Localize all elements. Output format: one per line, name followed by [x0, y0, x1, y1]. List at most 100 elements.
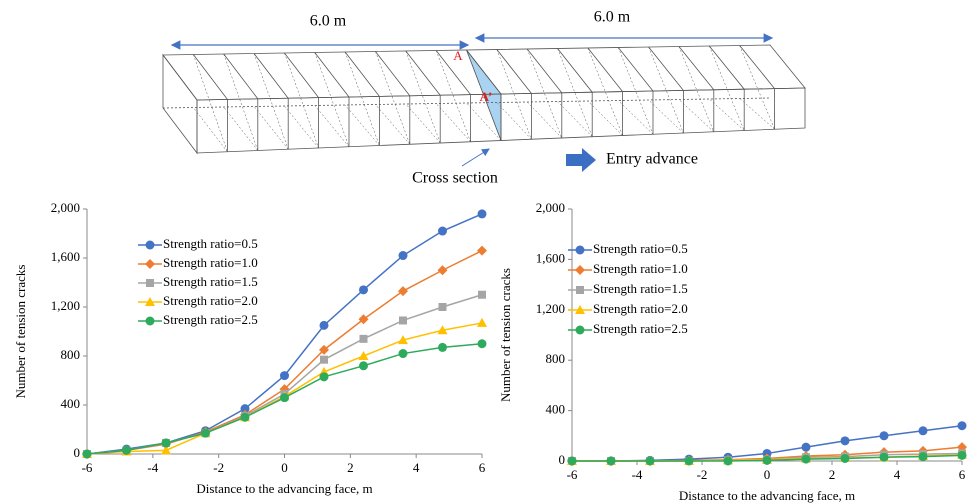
marker: [576, 286, 584, 294]
annotation: Entry advance: [606, 151, 698, 168]
slice-hidden: [253, 106, 289, 150]
marker: [918, 452, 928, 462]
slice-diagonal: [709, 45, 745, 131]
slice-diagonal: [435, 50, 471, 142]
marker: [762, 448, 772, 458]
legend-label: Strength ratio=0.5: [163, 236, 258, 251]
marker: [359, 334, 368, 343]
point-label: A: [453, 48, 463, 63]
legend-label: Strength ratio=2.5: [163, 312, 258, 327]
marker: [840, 453, 850, 463]
marker: [145, 259, 155, 269]
marker: [438, 303, 447, 311]
marker: [438, 226, 447, 236]
slice-hidden: [193, 107, 228, 152]
slice-hidden: [375, 104, 410, 145]
x-axis-title: Distance to the advancing face, m: [679, 488, 855, 503]
marker: [358, 351, 369, 360]
marker: [201, 428, 210, 438]
slice-hidden: [557, 101, 593, 137]
slice-diagonal: [496, 49, 532, 140]
hidden-edge: [162, 97, 771, 109]
slice-hidden: [405, 103, 441, 144]
marker: [957, 421, 967, 431]
slice-hidden: [527, 101, 562, 139]
slice-line: [405, 50, 441, 143]
x-tick-label: 0: [764, 467, 771, 482]
entry-model: [162, 44, 806, 155]
dimension-label: 6.0 m: [594, 9, 631, 26]
marker: [918, 426, 928, 436]
slice-diagonal: [405, 50, 441, 144]
slice-diagonal: [193, 54, 228, 152]
slice-line: [466, 49, 502, 141]
marker: [82, 449, 92, 459]
slice-line: [587, 47, 623, 136]
y-tick-label: 1,200: [51, 298, 80, 313]
slice-line: [223, 53, 259, 151]
legend-label: Strength ratio=2.0: [163, 293, 258, 308]
advance-arrow: [566, 148, 596, 172]
marker: [575, 325, 585, 335]
y-tick-label: 0: [74, 445, 81, 460]
x-tick-label: 0: [281, 460, 288, 475]
marker: [575, 245, 585, 255]
slice-line: [526, 48, 563, 138]
slice-line: [739, 45, 775, 130]
y-tick-label: 0: [559, 452, 566, 467]
marker: [399, 316, 407, 325]
slice-line: [708, 45, 745, 131]
marker: [575, 305, 585, 314]
annotation: Cross section: [412, 170, 498, 187]
marker: [358, 314, 369, 325]
y-tick-label: 2,000: [51, 200, 80, 215]
marker: [478, 290, 486, 299]
slice-hidden: [739, 98, 775, 130]
x-tick-label: -6: [567, 467, 578, 482]
marker: [146, 279, 154, 287]
slice-hidden: [587, 100, 623, 136]
marker: [398, 251, 408, 261]
legend-label: Strength ratio=1.0: [163, 255, 258, 270]
dimension-label: 6.0 m: [310, 13, 347, 30]
slice-hidden: [709, 98, 745, 131]
x-tick-label: 4: [894, 467, 901, 482]
slice-line: [678, 46, 715, 132]
slice-line: [435, 50, 472, 142]
slice-diagonal: [314, 52, 350, 147]
legend-label: Strength ratio=1.0: [593, 261, 688, 276]
x-tick-label: -4: [632, 467, 643, 482]
marker: [240, 412, 250, 422]
marker: [240, 404, 250, 414]
slice-line: [496, 49, 532, 140]
marker: [477, 339, 487, 349]
slice-line: [557, 48, 593, 137]
marker: [957, 450, 967, 460]
slice-hidden: [314, 105, 350, 147]
y-tick-label: 1,200: [536, 301, 565, 316]
marker: [319, 372, 329, 382]
slice-diagonal: [375, 51, 411, 145]
marker: [723, 456, 733, 466]
series-line: [86, 213, 483, 455]
marker: [477, 245, 487, 256]
marker: [606, 456, 616, 466]
marker: [477, 209, 487, 219]
x-tick-label: 2: [347, 460, 354, 475]
slice-diagonal: [344, 51, 380, 146]
x-tick-label: 6: [959, 467, 966, 482]
marker: [319, 344, 329, 355]
marker: [359, 361, 368, 371]
marker: [161, 438, 171, 448]
marker: [359, 285, 368, 295]
marker: [684, 456, 694, 466]
slice-hidden: [435, 103, 471, 142]
legend-label: Strength ratio=0.5: [593, 241, 688, 256]
marker: [145, 297, 155, 306]
y-tick-label: 1,600: [536, 250, 565, 265]
marker: [879, 452, 889, 462]
slice-diagonal: [223, 53, 259, 151]
slice-line: [284, 52, 320, 148]
marker: [762, 455, 772, 465]
